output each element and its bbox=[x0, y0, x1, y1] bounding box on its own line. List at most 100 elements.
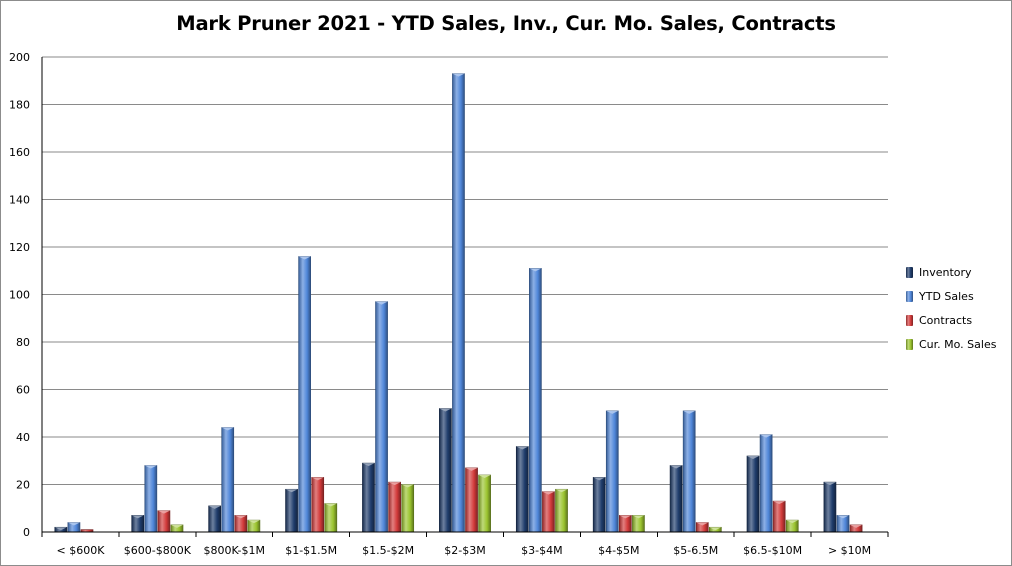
bar-cap bbox=[709, 527, 722, 531]
bar-cap bbox=[221, 427, 234, 431]
legend-swatch bbox=[906, 338, 913, 350]
y-tick-label: 160 bbox=[9, 146, 30, 159]
chart-title: Mark Pruner 2021 - YTD Sales, Inv., Cur.… bbox=[176, 12, 836, 35]
legend-swatch bbox=[906, 314, 913, 326]
bar-contracts bbox=[157, 510, 171, 533]
x-tick-label: $5-6.5M bbox=[673, 544, 718, 557]
bar-inventory bbox=[515, 446, 529, 533]
bar-ytd-sales bbox=[298, 256, 311, 533]
bar-cap bbox=[67, 522, 80, 526]
bar-contracts bbox=[772, 500, 786, 533]
bar-ytd-sales bbox=[375, 301, 388, 533]
legend-label: Cur. Mo. Sales bbox=[919, 337, 997, 351]
bar-cap bbox=[375, 301, 388, 305]
x-tick-label: $1.5-$2M bbox=[362, 544, 414, 557]
y-tick-label: 120 bbox=[9, 241, 30, 254]
bar-ytd-sales bbox=[605, 410, 619, 533]
bar-ytd-sales bbox=[221, 427, 235, 533]
bar-cap bbox=[606, 410, 619, 414]
bar-inventory bbox=[285, 488, 298, 533]
x-tick-label: < $600K bbox=[56, 544, 105, 557]
bar-cap bbox=[632, 515, 645, 519]
bar-cap bbox=[516, 446, 529, 450]
legend-item-ytd-sales: YTD Sales bbox=[906, 284, 996, 308]
x-tick-label: $2-$3M bbox=[444, 544, 485, 557]
legend-item-cur-mo-sales: Cur. Mo. Sales bbox=[906, 332, 996, 356]
bar-cap bbox=[298, 256, 311, 260]
x-tick-label: $800K-$1M bbox=[204, 544, 266, 557]
bar-inventory bbox=[439, 408, 452, 533]
bar-ytd-sales bbox=[759, 434, 773, 533]
bar-cap bbox=[144, 465, 157, 469]
y-tick-label: 180 bbox=[9, 99, 30, 112]
bars bbox=[54, 73, 863, 533]
chart-legend: Inventory YTD Sales Contracts Cur. Mo. Sale… bbox=[906, 260, 996, 356]
bar-cap bbox=[170, 524, 184, 528]
x-tick-label: > $10M bbox=[828, 544, 871, 557]
y-tick-label: 60 bbox=[16, 384, 30, 397]
y-tick-label: 20 bbox=[16, 479, 30, 492]
bar-inventory bbox=[669, 465, 683, 533]
bar-cap bbox=[619, 515, 632, 519]
x-tick-label: $4-$5M bbox=[598, 544, 639, 557]
bar-cap bbox=[760, 434, 773, 438]
bar-cap bbox=[131, 515, 144, 519]
bar-inventory bbox=[823, 481, 837, 533]
legend-label: Contracts bbox=[919, 313, 973, 327]
bar-cap bbox=[362, 463, 375, 467]
y-tick-label: 80 bbox=[16, 336, 30, 349]
legend-label: Inventory bbox=[919, 265, 972, 279]
bar-cap bbox=[850, 524, 863, 528]
bar-cap bbox=[324, 503, 337, 507]
bar-cap bbox=[54, 527, 67, 531]
bar-cap bbox=[529, 268, 542, 272]
x-tick-label: $6.5-$10M bbox=[743, 544, 802, 557]
legend-label: YTD Sales bbox=[919, 289, 974, 303]
bar-cur-mo-sales bbox=[401, 484, 415, 533]
y-tick-label: 100 bbox=[9, 289, 30, 302]
bar-ytd-sales bbox=[144, 465, 158, 533]
bar-cap bbox=[786, 520, 799, 524]
bar-cap bbox=[836, 515, 850, 519]
x-tick-label: $600-$800K bbox=[124, 544, 192, 557]
bar-cap bbox=[670, 465, 683, 469]
bar-inventory bbox=[746, 455, 760, 533]
legend-swatch bbox=[906, 266, 913, 278]
bar-cap bbox=[683, 410, 696, 414]
bar-contracts bbox=[542, 491, 555, 533]
bar-cap bbox=[696, 522, 709, 526]
x-tick-label: $1-$1.5M bbox=[285, 544, 337, 557]
bar-cap bbox=[401, 484, 414, 488]
bar-cap bbox=[285, 489, 298, 493]
bar-cap bbox=[157, 510, 170, 514]
bar-cur-mo-sales bbox=[478, 474, 491, 533]
bar-cap bbox=[234, 515, 247, 519]
y-tick-label: 0 bbox=[23, 526, 30, 539]
gridlines bbox=[42, 56, 888, 533]
bar-inventory bbox=[592, 477, 606, 533]
bar-cap bbox=[478, 475, 491, 478]
bar-inventory bbox=[362, 462, 375, 533]
legend-item-contracts: Contracts bbox=[906, 308, 996, 332]
legend-item-inventory: Inventory bbox=[906, 260, 996, 284]
bar-cap bbox=[247, 520, 260, 524]
bar-cur-mo-sales bbox=[555, 488, 568, 533]
bar-cur-mo-sales bbox=[324, 503, 338, 533]
bar-ytd-sales bbox=[682, 410, 696, 533]
bar-cap bbox=[555, 489, 568, 493]
y-tick-label: 40 bbox=[16, 431, 30, 444]
bar-cap bbox=[465, 467, 478, 471]
bar-cap bbox=[311, 477, 324, 481]
x-tick-label: $3-$4M bbox=[521, 544, 562, 557]
y-tick-label: 140 bbox=[9, 194, 30, 207]
bar-contracts bbox=[465, 467, 478, 533]
axes: 0 20 40 60 80 100 120 140 160 180 200 < $600K $600-$… bbox=[9, 51, 889, 557]
bar-cap bbox=[439, 408, 452, 412]
bar-cap bbox=[452, 73, 465, 77]
bar-cap bbox=[823, 482, 836, 486]
bar-cap bbox=[542, 491, 555, 495]
y-tick-label: 200 bbox=[9, 51, 30, 64]
bar-ytd-sales bbox=[452, 73, 465, 533]
